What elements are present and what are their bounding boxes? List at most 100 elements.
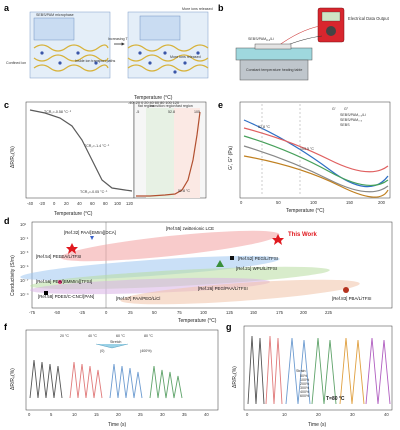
svg-text:0: 0 [105,310,108,315]
label-microphase: SEBS/PAM microphase [36,13,74,17]
curve-e-4 [243,145,389,193]
g-xlabel: Time (s) [308,422,326,428]
svg-text:10⁻¹: 10⁻¹ [20,236,29,241]
svg-text:50: 50 [276,200,281,205]
heater-body [239,59,309,81]
panel-label-e: e [218,100,223,110]
label-more-ions-top: More ions released [182,7,213,11]
d-ylabel: Conductivity (S/m) [10,255,16,296]
g-ylabel: ΔR/R₀(%) [232,366,238,388]
f-stretch: Stretch [110,340,121,344]
ref-21: [Ref.21] WPU/LiTFSI [236,266,277,271]
ref-26: [Ref.26] PEG/PAA/LiTFSI [198,286,248,291]
f-series-80 [149,365,183,399]
panel-b: b Electrical Data Output SEBS/PAM0.4/Li … [218,3,390,81]
tcr3: TCR₃=-0.05 °C⁻¹ [80,190,108,194]
label-more-ions: More ions released [170,55,201,59]
d-xticks: -75 -50 -25 0 25 50 75 100 125 150 175 200 225 [29,310,333,315]
svg-text:-25: -25 [79,310,86,315]
e-ylabel: G′, G″ (Pa) [228,146,234,170]
svg-text:0: 0 [246,412,249,417]
ref-56: [Ref.56] PEA/[BMMIm][TFSI] [36,279,92,284]
svg-text:-50: -50 [54,310,61,315]
marker-peg [230,256,234,260]
ref-32: [Ref.32] PAA/[EMIm][DCA] [64,230,116,235]
svg-text:300%: 300% [300,386,310,390]
curve-e-5 [243,155,389,198]
svg-text:-20: -20 [39,201,46,206]
panel-a: a SEBS/PAM microphase Confined ion Insid… [4,3,213,79]
f-xlabel: Time (s) [108,422,126,428]
svg-text:200%: 200% [300,382,310,386]
svg-text:60: 60 [90,201,95,206]
svg-text:0: 0 [53,201,56,206]
e-annot1: 52.8 °C [258,125,270,129]
range-pea [30,277,270,295]
c-xlabel: Temperature (°C) [54,211,93,217]
ref-55: [Ref.55] zwitterionic LCE [166,226,214,231]
curve-c-right [136,111,201,197]
svg-text:100: 100 [310,200,318,205]
e-xlabel: Temperature (°C) [286,208,325,214]
svg-text:80: 80 [103,201,108,206]
curve-e-2 [243,127,389,173]
polymer-chain-1 [33,44,109,52]
svg-text:40: 40 [204,412,209,417]
svg-text:50: 50 [152,310,157,315]
c-top-ticks: -40 -20 0 20 40 60 80 100 120 [128,101,179,105]
panel-c: c TCR₁=-0.58 °C⁻¹ TCR₂=-1.4 °C⁻¹ TCR₃=-0… [4,95,207,217]
range-pba [120,279,360,305]
f-xticks: 0 5 10 15 20 25 30 35 40 [28,412,209,417]
c-ylabel: ΔR/R₀(%) [10,146,16,168]
panel-d: d [Ref.32] PAA/[EMIm][DCA] [Ref.55] zwit… [4,216,393,324]
svg-text:150: 150 [250,310,258,315]
e-legend: G′ G″ SEBS/PAM₀.₄/Li SEBS/PAM₀.₄ SEBS [332,107,366,127]
panel-label-d: d [4,216,10,226]
svg-text:10⁻⁷: 10⁻⁷ [20,278,29,283]
svg-text:35: 35 [182,412,187,417]
svg-text:25: 25 [138,412,143,417]
svg-text:80 °C: 80 °C [144,334,153,338]
panel-f: f 20 °C 40 °C 60 °C 80 °C Stretch (0) (4… [4,322,219,428]
svg-text:150: 150 [346,200,354,205]
svg-text:100%: 100% [300,378,310,382]
svg-text:-75: -75 [29,310,36,315]
label-confined-ion: Confined ion [6,61,26,65]
svg-text:100: 100 [114,201,122,206]
svg-text:20 °C: 20 °C [60,334,69,338]
polymer-chain-2 [33,54,109,62]
region-fast-label: fast region [176,104,193,108]
panel-label-c: c [4,100,9,110]
svg-text:0: 0 [28,412,31,417]
region-transition [146,108,174,198]
marker-pea [58,280,62,284]
svg-text:G″: G″ [344,107,349,111]
curve-e-3 [243,135,389,186]
label-increasing-t: Increasing T [108,37,129,41]
f-series-60 [109,363,143,399]
svg-text:-5: -5 [136,110,139,114]
ref-57: [Ref.57] PAA/PEO/LiCl [116,296,160,301]
svg-text:SEBS/PAM₀.₄/Li: SEBS/PAM₀.₄/Li [340,113,366,117]
svg-text:10: 10 [282,412,287,417]
svg-text:SEBS/PAM₀.₄: SEBS/PAM₀.₄ [340,118,363,122]
svg-text:30: 30 [350,412,355,417]
svg-text:600%: 600% [300,394,310,398]
d-yticks: 10¹ 10⁻¹ 10⁻³ 10⁻⁵ 10⁻⁷ 10⁻⁹ [20,222,29,297]
range-peg [20,255,280,281]
annot-c: 52.8 °C [178,189,190,193]
f-series-40 [69,361,103,399]
svg-text:G′: G′ [332,107,336,111]
panel-g: g Strain: 50% 100% 200% 300% 400% 600% T… [226,322,393,428]
svg-text:(400%): (400%) [140,349,152,353]
svg-text:10⁻⁹: 10⁻⁹ [20,292,29,297]
svg-text:75: 75 [177,310,182,315]
polymer-chain-3 [33,64,109,72]
g-series-600 [365,337,391,405]
panel-e: e 52.8 °C 103.5 °C G′ G″ SEBS/PAM₀.₄/Li … [218,100,391,214]
ref-58: [Ref.58] PDES/C-CNC/[PAN] [38,294,94,299]
plot-f [25,329,219,411]
marker-pdes [44,291,48,295]
svg-text:10: 10 [72,412,77,417]
